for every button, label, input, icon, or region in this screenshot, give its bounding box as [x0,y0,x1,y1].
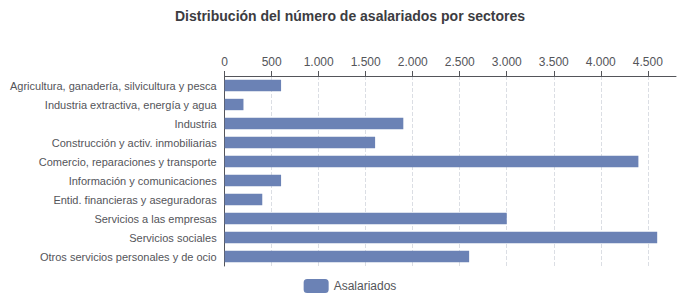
svg-text:Información y comunicaciones: Información y comunicaciones [69,175,217,187]
svg-text:Otros servicios personales y d: Otros servicios personales y de ocio [40,251,217,263]
svg-text:3.500: 3.500 [539,55,569,69]
svg-text:Entid. financieras y asegurado: Entid. financieras y aseguradoras [53,194,217,206]
svg-text:2.500: 2.500 [445,55,475,69]
svg-text:Comercio, reparaciones y trans: Comercio, reparaciones y transporte [39,156,217,168]
svg-text:500: 500 [262,55,282,69]
svg-text:1.500: 1.500 [351,55,381,69]
svg-text:Industria: Industria [174,118,217,130]
svg-text:Industria extractiva, energía: Industria extractiva, energía y agua [45,99,218,111]
svg-text:Asalariados: Asalariados [334,279,397,293]
svg-text:4.000: 4.000 [586,55,616,69]
svg-text:Agricultura, ganadería, silvic: Agricultura, ganadería, silvicultura y p… [10,80,218,92]
svg-text:4.500: 4.500 [633,55,663,69]
svg-text:3.000: 3.000 [492,55,522,69]
svg-text:0: 0 [221,55,228,69]
svg-text:Servicios sociales: Servicios sociales [129,232,217,244]
svg-text:Distribución del número de asa: Distribución del número de asalariados p… [175,8,525,24]
svg-text:2.000: 2.000 [398,55,428,69]
svg-text:Construcción y activ. inmobili: Construcción y activ. inmobiliarias [52,137,217,149]
svg-text:Servicios a las empresas: Servicios a las empresas [94,213,217,225]
svg-text:1.000: 1.000 [304,55,334,69]
